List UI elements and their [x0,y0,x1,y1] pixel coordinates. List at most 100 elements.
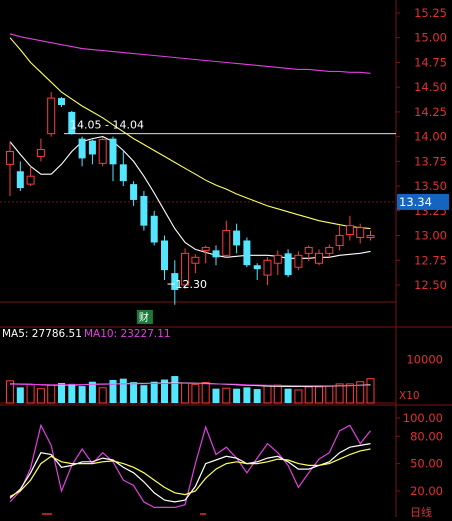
volume-layer[interactable] [6,376,375,404]
current-price-label: 13.34 [399,195,432,209]
price-ma-line [9,37,371,230]
price-tick-label: 15.25 [414,6,447,20]
candle-body-up [36,148,45,157]
event-badge-label: 财 [139,311,149,324]
candle-body-down [78,138,86,159]
candle-body-down [171,273,179,290]
oscillator-layer [9,423,371,508]
candle-body-up [222,230,231,256]
event-badge [136,310,153,324]
volume-bar-down [16,387,24,403]
volume-bar-down [109,379,117,403]
volume-bar-down [243,387,251,403]
candle-body-up [263,259,272,276]
candle-body-up [181,252,190,286]
volume-bar-up [47,384,56,404]
candle-body-down [140,195,148,226]
price-tick-label: 12.75 [414,253,447,267]
osc-tick-label: 100.00 [403,411,443,425]
volume-bar-down [88,381,96,403]
candle-body-down [130,184,138,200]
volume-bar-up [356,381,365,404]
volume-bar-down [130,382,138,403]
volume-bar-down [171,376,179,403]
candle-body-up [26,175,35,185]
candle-body-up [335,235,344,246]
volume-bar-down [161,379,168,403]
candle-body-down [161,240,168,271]
candle-body-up [294,254,303,268]
volume-bar-down [212,388,220,403]
price-tick-label: 12.50 [414,278,447,292]
candle-body-up [315,252,323,264]
volume-bar-down [68,383,76,403]
volume-unit-badge: X10 [399,390,420,402]
volume-bar-up [304,386,313,404]
candle-body-down [253,265,261,270]
volume-bar-down [78,386,86,403]
osc-tick-label: 20.00 [410,484,443,498]
candle-body-down [284,253,292,276]
volume-bar-up [36,388,45,404]
candle-body-up [325,246,334,254]
osc-line [9,423,371,508]
volume-legend-label: MA10: 23227.11 [84,328,171,340]
volume-bar-up [201,382,210,404]
moving-average-layer [9,33,371,259]
candle-body-up [6,150,14,165]
volume-bar-up [222,387,231,404]
candle-body-up [98,139,107,164]
candle-body-up [273,254,282,264]
volume-bar-up [263,385,272,404]
price-tick-label: 13.50 [414,179,447,193]
volume-legend-label: MA5: 27786.51 [2,328,82,340]
candle-body-down [243,240,251,266]
volume-bar-up [26,384,35,404]
volume-bar-down [284,388,292,403]
price-tick-label: 15.00 [414,31,447,45]
candle-body-down [16,171,24,189]
price-tick-label: 14.25 [414,105,447,119]
volume-bar-up [6,380,14,404]
candle-body-down [109,138,117,165]
volume-bar-down [150,381,158,403]
volume-bar-down [119,378,127,403]
candle-body-down [150,215,158,243]
candle-body-up [366,235,375,239]
volume-ma10-line [10,382,371,387]
volume-bar-up [191,383,200,404]
volume-bar-down [58,383,65,403]
osc-tick-label: 50.00 [410,457,443,471]
price-tick-label: 13.00 [414,229,447,243]
price-tick-label: 14.75 [414,55,447,69]
volume-bar-down [140,385,148,403]
candle-body-up [201,246,210,251]
current-price-tag [397,193,449,210]
volume-bar-up [273,384,282,404]
osc-tick-label: 80.00 [410,429,443,443]
low-label: 12.30 [176,278,208,291]
price-ma-line [9,136,371,259]
candlestick-layer[interactable] [6,92,375,305]
candle-body-down [233,230,241,246]
volume-bar-up [181,382,190,404]
price-tick-label: 14.00 [414,130,447,144]
candle-body-down [119,164,127,182]
volume-bar-down [253,389,261,403]
volume-bar-up [335,383,344,404]
candle-body-down [212,250,220,258]
candle-body-up [356,227,365,239]
volume-bar-down [233,388,241,403]
candle-body-down [68,111,76,134]
volume-bar-up [315,386,323,404]
candle-body-up [304,246,313,254]
volume-bar-up [325,385,334,404]
volume-bar-up [98,387,107,404]
volume-bar-up [366,378,375,404]
label-layer: 15.25 15.00 14.75 14.50 14.25 14.00 13.75 13.50… [2,6,449,519]
candle-body-up [191,256,200,264]
price-tick-label: 14.50 [414,80,447,94]
